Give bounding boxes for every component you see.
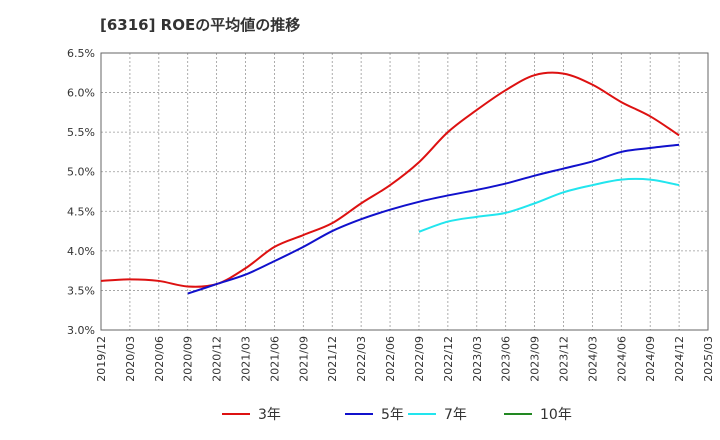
x-tick-label: 2024/03 xyxy=(586,336,599,382)
x-tick-label: 2021/06 xyxy=(268,336,281,382)
x-axis: 2019/12 2020/03 2020/06 2020/09 2020/12 2021/… xyxy=(95,336,715,382)
legend: 3年 5年 7年 10年 xyxy=(222,407,572,423)
series-line-5年 xyxy=(187,143,680,295)
x-tick-label: 2019/12 xyxy=(95,336,108,382)
x-tick-label: 2023/09 xyxy=(529,336,542,382)
x-tick-label: 2021/09 xyxy=(297,336,310,382)
x-tick-label: 2020/12 xyxy=(211,336,224,382)
x-tick-label: 2023/06 xyxy=(500,336,513,382)
y-tick-label: 5.0% xyxy=(67,166,95,179)
x-tick-label: 2022/12 xyxy=(442,336,455,382)
y-tick-label: 6.0% xyxy=(67,87,95,100)
x-tick-label: 2025/03 xyxy=(702,336,715,382)
x-tick-label: 2022/09 xyxy=(413,336,426,382)
series-line-3年 xyxy=(100,71,680,288)
x-tick-label: 2020/06 xyxy=(153,336,166,382)
x-tick-label: 2020/09 xyxy=(182,336,195,382)
legend-label-7年: 7年 xyxy=(444,407,467,423)
series-lines xyxy=(100,71,680,295)
x-tick-label: 2024/12 xyxy=(673,336,686,382)
x-tick-label: 2021/12 xyxy=(326,336,339,382)
x-tick-label: 2023/03 xyxy=(471,336,484,382)
x-tick-label: 2023/12 xyxy=(557,336,570,382)
x-tick-label: 2024/09 xyxy=(644,336,657,382)
x-tick-label: 2021/03 xyxy=(240,336,253,382)
y-tick-label: 3.5% xyxy=(67,284,95,297)
legend-label-3年: 3年 xyxy=(258,407,281,423)
x-tick-label: 2020/03 xyxy=(124,336,137,382)
y-tick-label: 3.0% xyxy=(67,324,95,337)
x-tick-label: 2022/03 xyxy=(355,336,368,382)
y-axis: 3.0% 3.5% 4.0% 4.5% 5.0% 5.5% 6.0% 6.5% xyxy=(67,47,95,337)
x-tick-label: 2022/06 xyxy=(384,336,397,382)
legend-label-5年: 5年 xyxy=(381,407,404,423)
y-tick-label: 4.0% xyxy=(67,245,95,258)
plot-area xyxy=(101,53,708,330)
series-line-7年 xyxy=(418,177,680,233)
legend-label-10年: 10年 xyxy=(540,407,572,423)
plot-border xyxy=(100,52,709,331)
chart-title: [6316] ROEの平均値の推移 xyxy=(100,16,301,34)
x-tick-label: 2024/06 xyxy=(615,336,628,382)
y-tick-label: 6.5% xyxy=(67,47,95,60)
y-tick-label: 5.5% xyxy=(67,126,95,139)
y-tick-label: 4.5% xyxy=(67,205,95,218)
